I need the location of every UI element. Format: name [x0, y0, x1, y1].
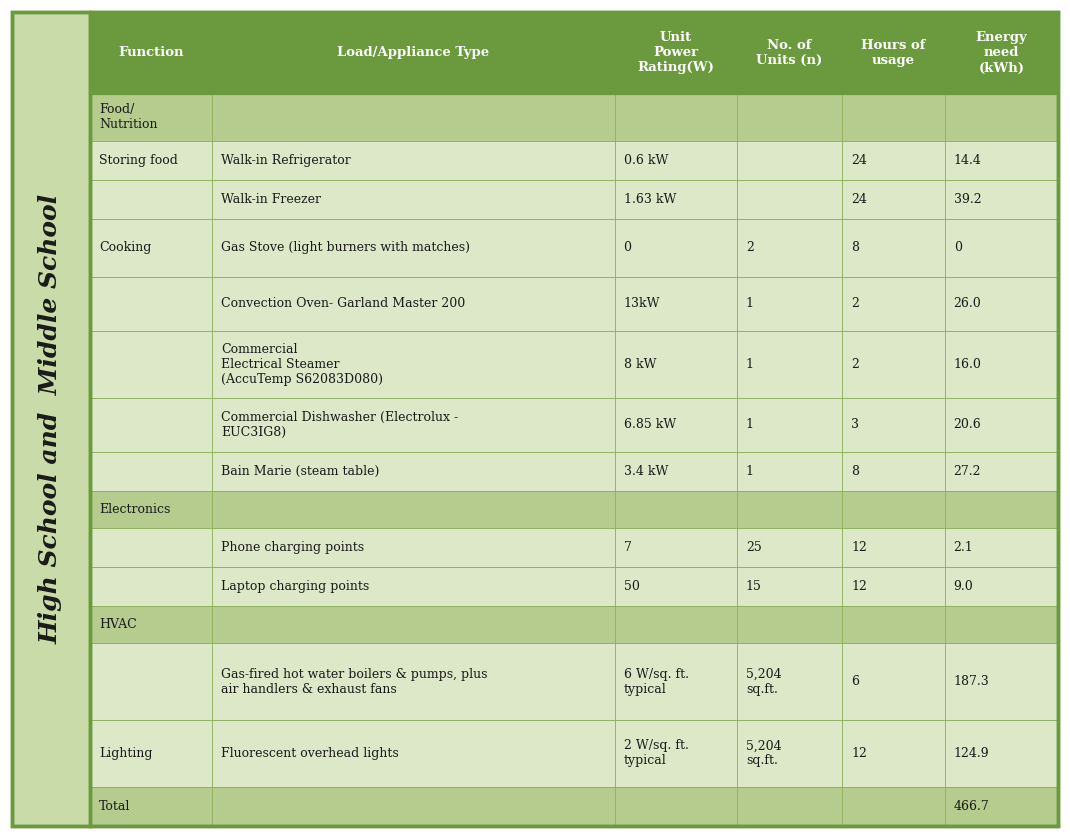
Text: 9.0: 9.0	[953, 580, 974, 593]
Text: Total: Total	[100, 800, 131, 813]
Text: 12: 12	[852, 541, 868, 554]
Text: Walk-in Freezer: Walk-in Freezer	[221, 193, 321, 206]
Bar	[90, 94, 1058, 141]
Text: 6 W/sq. ft.
typical: 6 W/sq. ft. typical	[624, 668, 689, 696]
Text: Electronics: Electronics	[100, 503, 170, 516]
Text: Fluorescent overhead lights: Fluorescent overhead lights	[221, 747, 399, 760]
Text: Food/
Nutrition: Food/ Nutrition	[100, 103, 157, 132]
Bar	[90, 12, 1058, 94]
Text: Commercial
Electrical Steamer
(AccuTemp S62083D080): Commercial Electrical Steamer (AccuTemp …	[221, 343, 383, 385]
Text: Gas Stove (light burners with matches): Gas Stove (light burners with matches)	[221, 241, 470, 254]
Text: HVAC: HVAC	[100, 618, 137, 631]
Text: 1.63 kW: 1.63 kW	[624, 193, 676, 206]
Text: 14.4: 14.4	[953, 153, 981, 167]
Text: 24: 24	[852, 193, 868, 206]
Bar	[90, 720, 1058, 787]
Text: 24: 24	[852, 153, 868, 167]
Text: No. of
Units (n): No. of Units (n)	[756, 39, 823, 67]
Text: Hours of
usage: Hours of usage	[861, 39, 926, 67]
Bar	[90, 179, 1058, 219]
Text: Lighting: Lighting	[100, 747, 153, 760]
Text: 0: 0	[624, 241, 631, 254]
Text: 1: 1	[746, 418, 754, 431]
Bar	[90, 644, 1058, 720]
Bar	[90, 277, 1058, 330]
Text: 25: 25	[746, 541, 762, 554]
Bar	[90, 606, 1058, 644]
Text: 0.6 kW: 0.6 kW	[624, 153, 668, 167]
Text: 187.3: 187.3	[953, 675, 990, 688]
Bar	[90, 787, 1058, 826]
Text: 39.2: 39.2	[953, 193, 981, 206]
Text: Cooking: Cooking	[100, 241, 151, 254]
Text: 50: 50	[624, 580, 640, 593]
Text: Bain Marie (steam table): Bain Marie (steam table)	[221, 465, 380, 478]
Text: Function: Function	[119, 46, 184, 59]
Text: Load/Appliance Type: Load/Appliance Type	[337, 46, 489, 59]
Text: Walk-in Refrigerator: Walk-in Refrigerator	[221, 153, 351, 167]
Text: 13kW: 13kW	[624, 297, 660, 310]
Text: Commercial Dishwasher (Electrolux -
EUC3IG8): Commercial Dishwasher (Electrolux - EUC3…	[221, 411, 458, 438]
Bar	[90, 491, 1058, 528]
Text: 8 kW: 8 kW	[624, 358, 656, 370]
Text: Gas-fired hot water boilers & pumps, plus
air handlers & exhaust fans: Gas-fired hot water boilers & pumps, plu…	[221, 668, 488, 696]
Text: 12: 12	[852, 747, 868, 760]
Text: 12: 12	[852, 580, 868, 593]
Bar	[90, 141, 1058, 179]
Text: 5,204
sq.ft.: 5,204 sq.ft.	[746, 668, 781, 696]
Text: Storing food: Storing food	[100, 153, 178, 167]
Bar	[12, 12, 90, 826]
Bar	[90, 567, 1058, 606]
Bar	[90, 397, 1058, 452]
Text: 3.4 kW: 3.4 kW	[624, 465, 668, 478]
Text: 3: 3	[852, 418, 859, 431]
Text: Energy
need
(kWh): Energy need (kWh)	[976, 32, 1027, 75]
Text: 2: 2	[852, 297, 859, 310]
Text: 26.0: 26.0	[953, 297, 981, 310]
Text: 27.2: 27.2	[953, 465, 981, 478]
Text: 1: 1	[746, 358, 754, 370]
Text: 2.1: 2.1	[953, 541, 974, 554]
Text: 15: 15	[746, 580, 762, 593]
Text: Phone charging points: Phone charging points	[221, 541, 365, 554]
Bar	[90, 452, 1058, 491]
Text: 2: 2	[746, 241, 753, 254]
Text: 1: 1	[746, 297, 754, 310]
Text: Convection Oven- Garland Master 200: Convection Oven- Garland Master 200	[221, 297, 465, 310]
Text: 124.9: 124.9	[953, 747, 990, 760]
Bar	[90, 219, 1058, 277]
Text: 1: 1	[746, 465, 754, 478]
Text: High School and  Middle School: High School and Middle School	[39, 194, 63, 644]
Text: 466.7: 466.7	[953, 800, 990, 813]
Text: 8: 8	[852, 465, 859, 478]
Text: 8: 8	[852, 241, 859, 254]
Bar	[90, 528, 1058, 567]
Text: 7: 7	[624, 541, 631, 554]
Bar	[90, 330, 1058, 397]
Text: 6: 6	[852, 675, 859, 688]
Text: 0: 0	[953, 241, 962, 254]
Text: 2 W/sq. ft.
typical: 2 W/sq. ft. typical	[624, 739, 688, 768]
Text: 20.6: 20.6	[953, 418, 981, 431]
Text: 2: 2	[852, 358, 859, 370]
Text: Laptop charging points: Laptop charging points	[221, 580, 369, 593]
Text: 16.0: 16.0	[953, 358, 981, 370]
Text: Unit
Power
Rating(W): Unit Power Rating(W)	[638, 32, 714, 75]
Text: 5,204
sq.ft.: 5,204 sq.ft.	[746, 739, 781, 768]
Text: 6.85 kW: 6.85 kW	[624, 418, 676, 431]
